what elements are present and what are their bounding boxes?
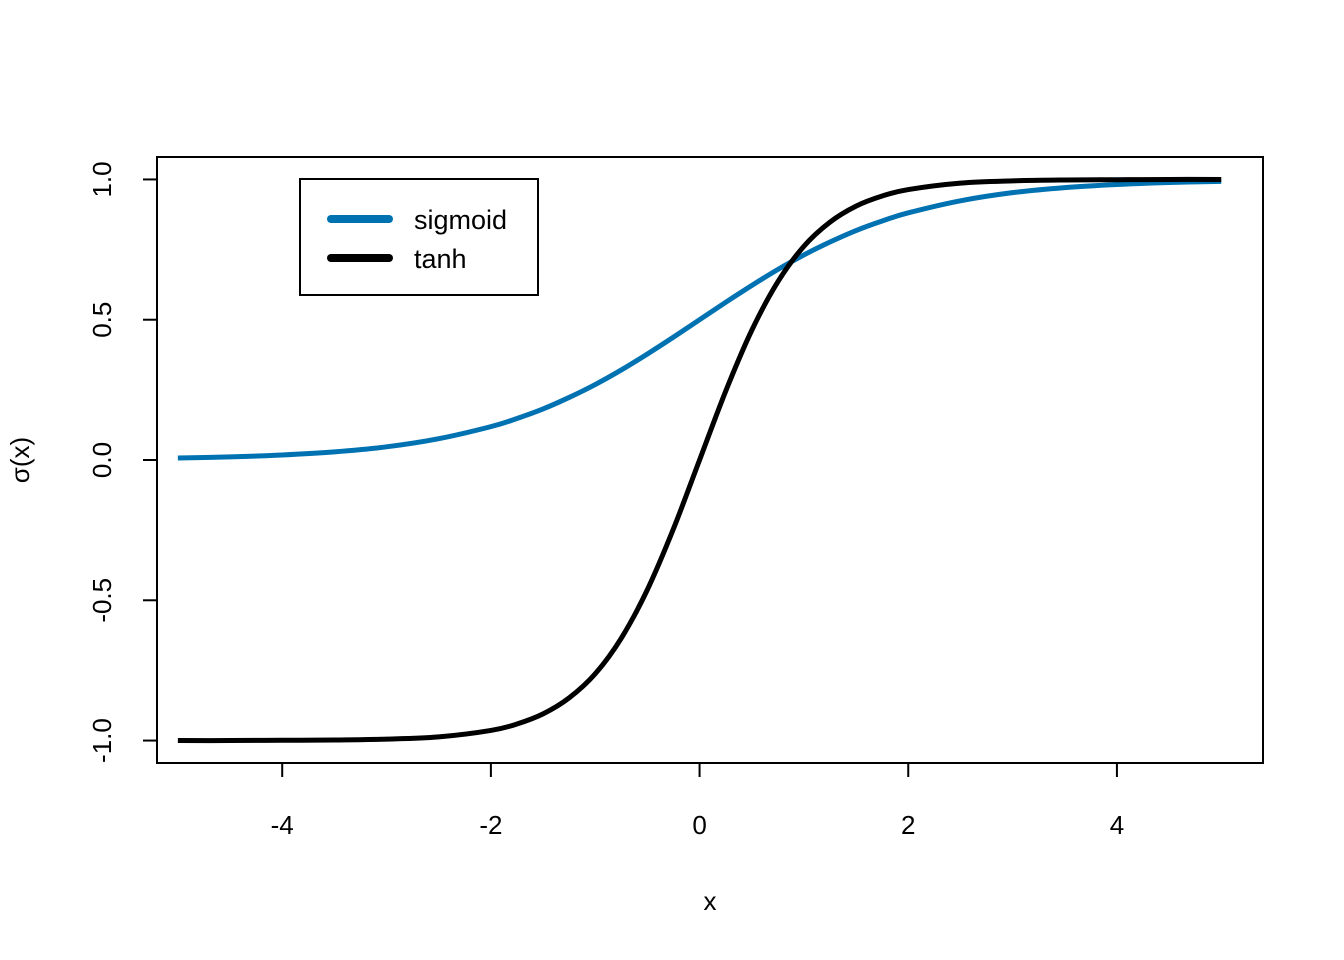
y-axis: -1.0 -0.5 0.0 0.5 1.0 [87, 161, 158, 763]
x-axis: -4 -2 0 2 4 [271, 762, 1124, 840]
y-tick-label: -1.0 [87, 718, 117, 763]
series-layer [177, 176, 1222, 744]
legend: sigmoid tanh [299, 178, 539, 296]
x-tick-label: 4 [1110, 810, 1124, 840]
x-tick-label: 0 [692, 810, 706, 840]
x-axis-title: x [704, 886, 717, 916]
y-tick-label: 0.5 [87, 302, 117, 338]
y-tick-label: 0.0 [87, 442, 117, 478]
y-axis-title: σ(x) [5, 437, 35, 483]
x-tick-label: 2 [901, 810, 915, 840]
series-line-sigmoid [177, 178, 1222, 461]
legend-box [299, 178, 539, 296]
legend-label-tanh: tanh [414, 244, 467, 274]
legend-label-sigmoid: sigmoid [414, 205, 507, 235]
series-line-tanh [177, 176, 1222, 744]
y-tick-label: 1.0 [87, 161, 117, 197]
x-tick-label: -2 [479, 810, 502, 840]
x-tick-label: -4 [271, 810, 294, 840]
y-tick-label: -0.5 [87, 578, 117, 623]
